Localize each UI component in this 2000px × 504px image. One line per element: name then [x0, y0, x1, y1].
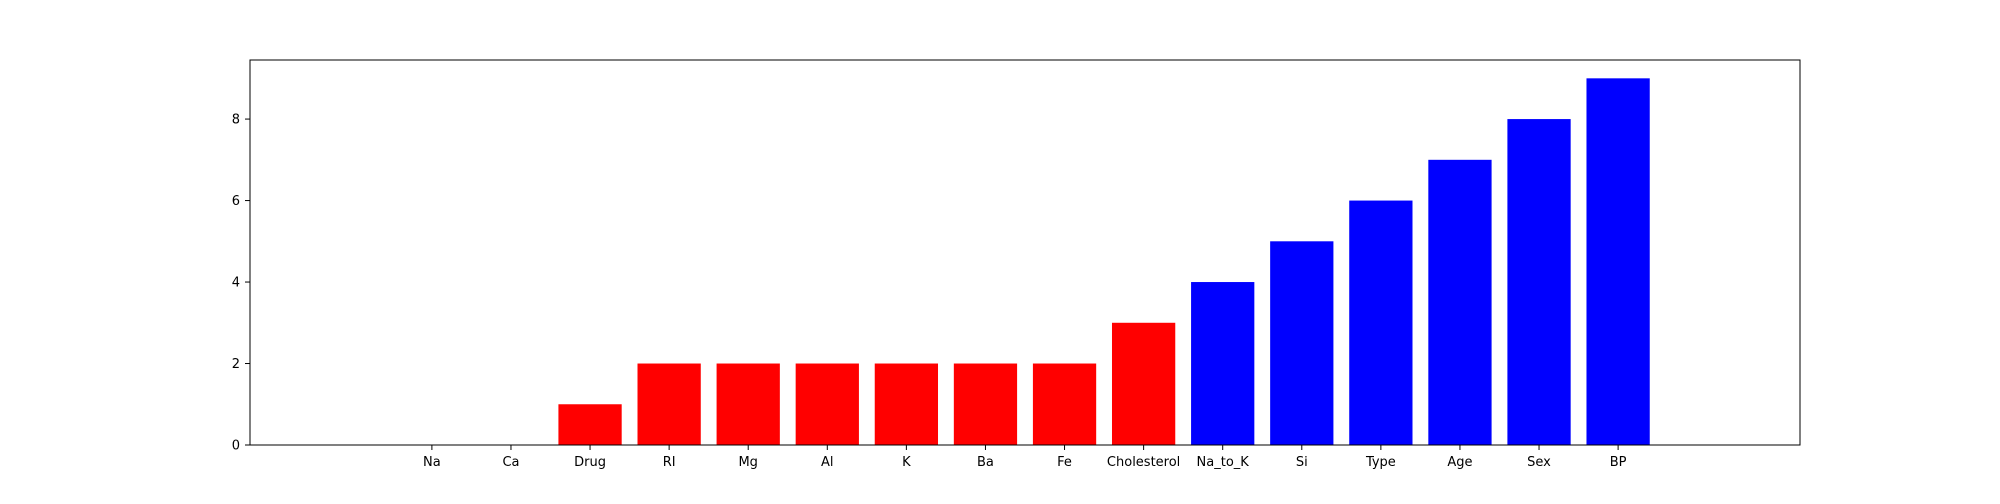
bar-ba	[953, 363, 1018, 445]
bar-age	[1428, 159, 1492, 445]
bar-cholesterol	[1111, 322, 1176, 445]
plot-frame	[249, 59, 1801, 446]
y-axis: 0 2 4 6 8	[232, 113, 250, 454]
x-tick-label: Fe	[1057, 455, 1072, 470]
bar-al	[795, 363, 859, 445]
x-axis: Na Ca Drug RI Mg Al K Ba Fe Cholesterol Na_to_K Si T…	[423, 445, 1627, 470]
bar-sex	[1507, 119, 1571, 445]
x-tick-label: Ba	[977, 455, 994, 470]
x-tick-label: Sex	[1527, 455, 1551, 470]
x-tick-label: Na_to_K	[1197, 455, 1250, 470]
x-tick-label: K	[902, 455, 911, 470]
x-tick-label: Na	[423, 455, 441, 470]
bar-si	[1270, 241, 1334, 445]
bar-bp	[1586, 78, 1650, 445]
y-tick-label: 2	[232, 357, 240, 372]
bar-k	[874, 363, 939, 445]
x-tick-label: Si	[1296, 455, 1308, 470]
bar-fe	[1032, 363, 1097, 445]
x-tick-label: RI	[663, 455, 676, 470]
x-tick-label: Cholesterol	[1107, 455, 1180, 470]
bar-na-to-k	[1191, 282, 1255, 445]
x-tick-label: Mg	[738, 455, 757, 470]
x-tick-label: BP	[1610, 455, 1627, 470]
bar-ri	[637, 363, 701, 445]
x-tick-label: Drug	[574, 455, 606, 470]
bars-layer	[558, 78, 1650, 445]
y-tick-label: 6	[232, 194, 240, 209]
x-tick-label: Ca	[502, 455, 519, 470]
y-tick-label: 4	[232, 276, 240, 291]
bar-drug	[558, 404, 622, 445]
x-tick-label: Age	[1447, 455, 1472, 470]
x-tick-label: Type	[1365, 455, 1396, 470]
x-tick-label: Al	[821, 455, 834, 470]
bar-type	[1349, 200, 1413, 445]
y-tick-label: 8	[232, 113, 240, 128]
y-tick-label: 0	[232, 439, 240, 454]
bar-mg	[716, 363, 780, 445]
